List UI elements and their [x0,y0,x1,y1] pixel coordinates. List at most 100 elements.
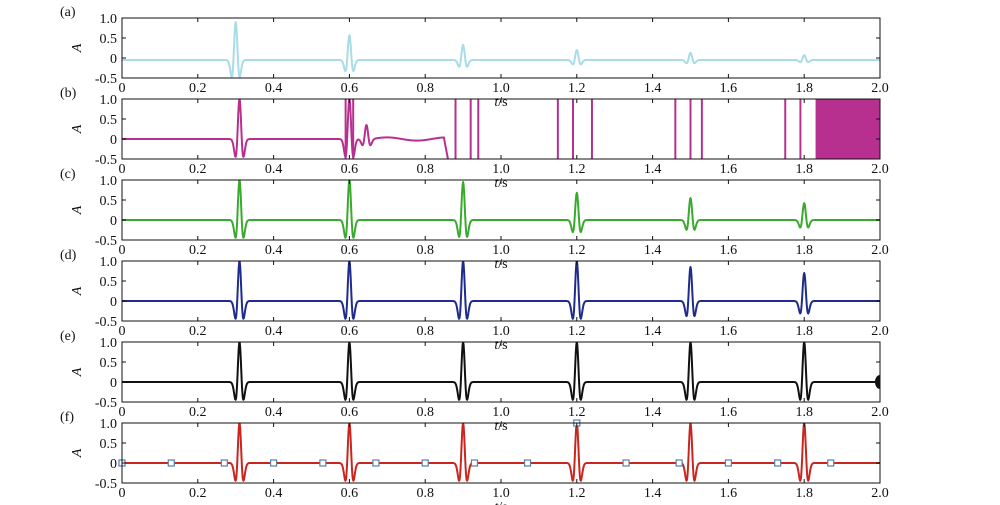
x-tick-label: 1.2 [568,324,586,339]
x-tick-label: 1.2 [568,486,586,501]
y-tick-label: -0.5 [95,234,117,249]
x-tick-label: 1.6 [720,243,738,258]
x-tick-label: 1.0 [492,405,510,420]
panel-label: (e) [60,329,76,344]
series-marker [774,459,782,467]
y-tick-label: 0.5 [100,32,118,47]
y-tick-label: 1.0 [100,255,118,270]
y-axis-label: A [70,286,85,296]
x-tick-label: 2.0 [871,486,889,501]
y-tick-label: 0 [110,295,117,310]
series-marker [523,459,532,467]
panel-b: 0 0.2 0.4 0.6 0.8 1.0 1.2 1.4 1.6 1.8 2.01.00.50-0… [60,86,889,191]
x-tick-label: 1.2 [568,162,586,177]
x-tick-label: 1.6 [720,486,738,501]
series-marker [270,459,278,467]
y-tick-label: 1.0 [100,12,118,27]
x-tick-label: 0 [119,405,126,420]
x-axis-label: t/s [494,257,507,272]
x-tick-label: 1.2 [568,243,586,258]
x-tick-label: 0.8 [416,243,434,258]
x-tick-label: 1.4 [644,162,662,177]
x-tick-label: 1.4 [644,486,662,501]
panel-c: 0 0.2 0.4 0.6 0.8 1.0 1.2 1.4 1.6 1.8 2.01.00.50-0… [60,167,889,272]
x-tick-label: 0.6 [341,324,359,339]
x-tick-label: 0.4 [265,81,283,96]
x-tick-label: 0.4 [265,405,283,420]
x-tick-label: 1.4 [644,243,662,258]
x-tick-label: 0 [119,81,126,96]
series-line [122,180,880,239]
x-tick-label: 0.2 [189,324,207,339]
x-tick-label: 1.8 [795,162,813,177]
x-tick-label: 0.2 [189,405,207,420]
series-line [122,423,880,482]
x-axis-label: t/s [494,419,507,434]
series-marker [421,459,429,467]
x-tick-label: 1.0 [492,81,510,96]
x-tick-label: 0.6 [341,405,359,420]
x-tick-label: 0.8 [416,81,434,96]
y-tick-label: 0 [110,52,117,67]
x-tick-label: 0.4 [265,162,283,177]
x-axis-label: t/s [494,95,507,110]
series-marker [220,459,228,467]
y-tick-label: 0 [110,376,117,391]
x-tick-label: 1.0 [492,486,510,501]
x-tick-label: 1.6 [720,324,738,339]
x-tick-label: 1.6 [720,162,738,177]
series-marker [724,459,733,467]
y-tick-label: 1.0 [100,417,118,432]
panel-a: 0 0.2 0.4 0.6 0.8 1.0 1.2 1.4 1.6 1.8 2.01.00.50-0… [60,5,889,110]
y-tick-label: 0.5 [100,275,118,290]
x-tick-label: 2.0 [871,81,889,96]
x-tick-label: 2.0 [871,162,889,177]
y-tick-label: 0.5 [100,437,118,452]
x-tick-label: 1.4 [644,405,662,420]
x-tick-label: 0 [119,486,126,501]
x-tick-label: 0.8 [416,162,434,177]
x-tick-label: 1.8 [795,243,813,258]
series-line [122,261,880,320]
panel-d: 0 0.2 0.4 0.6 0.8 1.0 1.2 1.4 1.6 1.8 2.01.00.50-0… [60,248,889,353]
series-marker [827,459,835,467]
x-axis-label: t/s [494,500,507,505]
plot-area [122,21,880,78]
y-tick-label: 0.5 [100,194,118,209]
x-tick-label: 1.4 [644,324,662,339]
series-marker [675,459,683,467]
x-tick-label: 0.8 [416,486,434,501]
series-line [122,99,449,159]
y-tick-label: -0.5 [95,315,117,330]
panel-label: (b) [60,86,77,101]
x-tick-label: 0 [119,324,126,339]
y-axis-label: A [70,448,85,458]
x-tick-label: 0.6 [341,162,359,177]
series-line [122,342,880,401]
plot-area [122,99,880,159]
panel-label: (d) [60,248,77,263]
x-tick-label: 0.2 [189,162,207,177]
y-tick-label: -0.5 [95,396,117,411]
x-tick-label: 0.4 [265,486,283,501]
panel-label: (a) [60,5,76,20]
x-tick-label: 1.8 [795,405,813,420]
series-line [122,21,880,78]
series-marker [622,459,630,467]
x-tick-label: 0.2 [189,486,207,501]
x-tick-label: 0 [119,243,126,258]
x-tick-label: 2.0 [871,243,889,258]
x-tick-label: 1.0 [492,162,510,177]
x-tick-label: 0.8 [416,405,434,420]
x-tick-label: 1.8 [795,324,813,339]
y-tick-label: 0.5 [100,356,118,371]
x-tick-label: 0.2 [189,243,207,258]
x-tick-label: 0.2 [189,81,207,96]
y-tick-label: 0 [110,214,117,229]
y-axis-label: A [70,367,85,377]
x-tick-label: 0.6 [341,81,359,96]
y-tick-label: -0.5 [95,153,117,168]
x-tick-label: 2.0 [871,405,889,420]
x-tick-label: 1.0 [492,324,510,339]
